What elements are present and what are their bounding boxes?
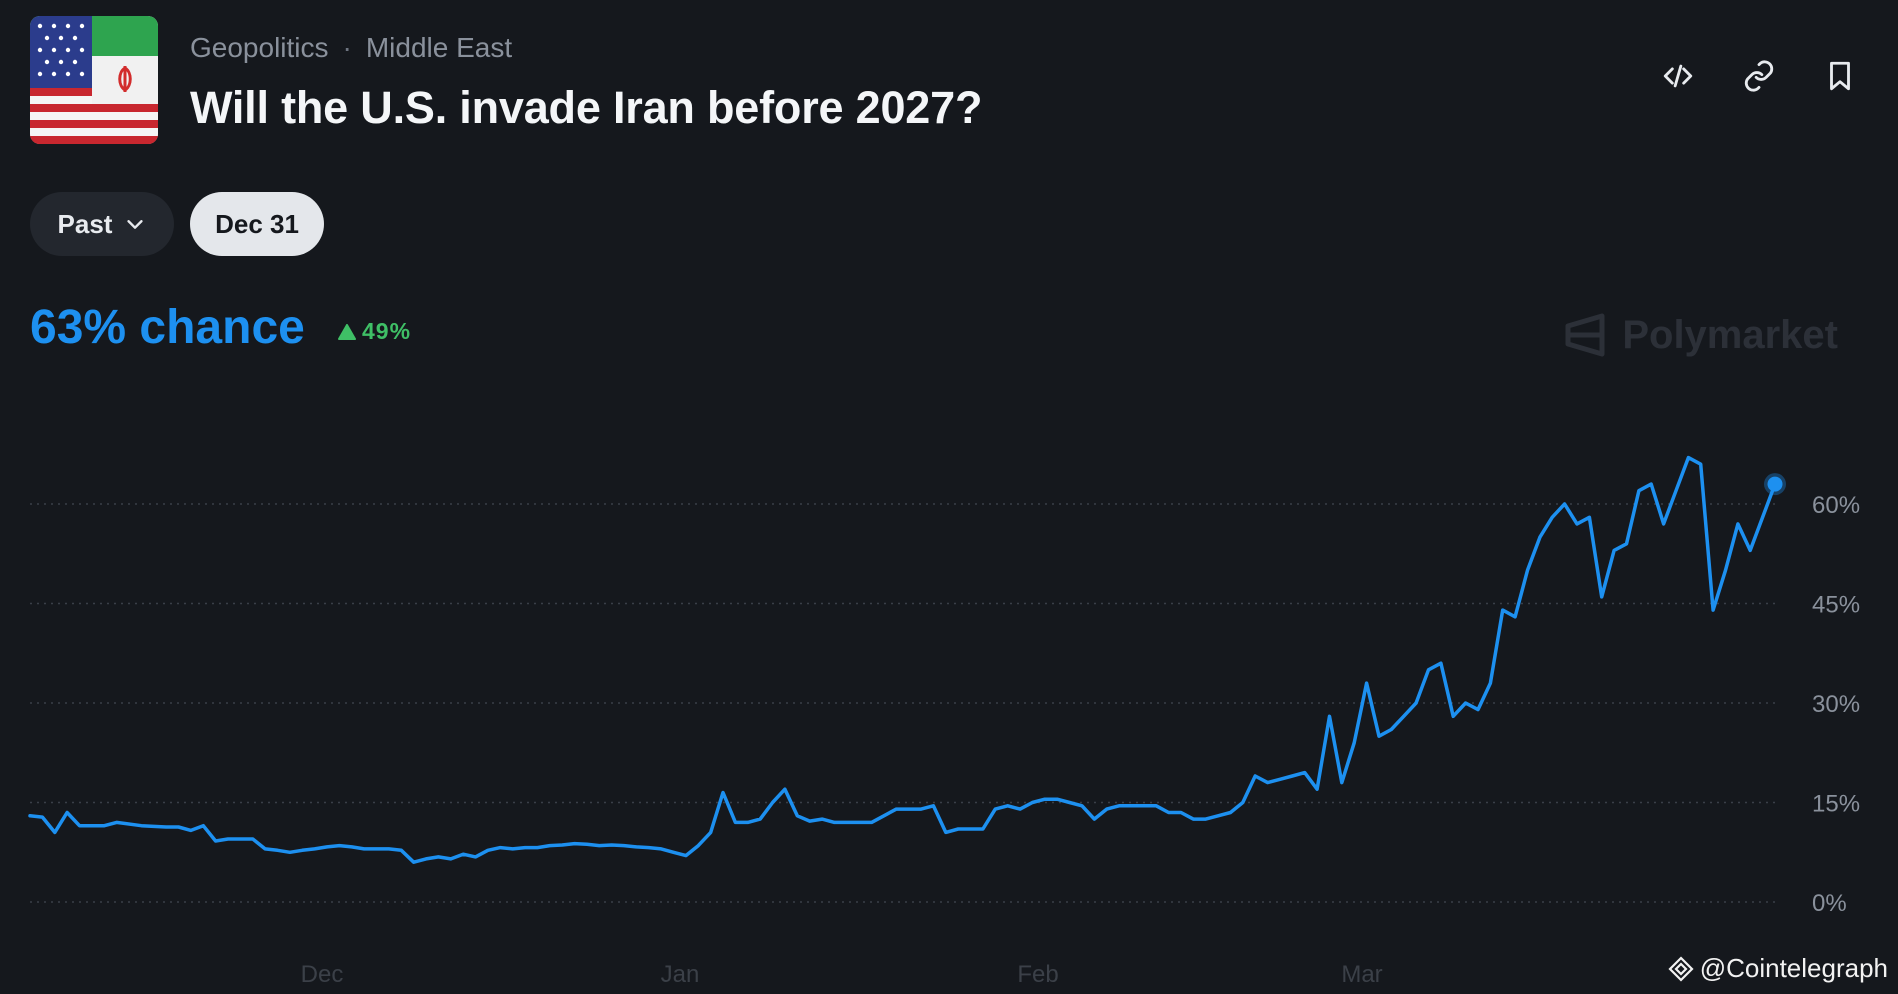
brand-name: Polymarket — [1622, 312, 1838, 357]
chart-grid — [30, 503, 1780, 903]
diamond-logo-icon — [1668, 955, 1694, 982]
x-tick-label: Jan — [661, 961, 700, 988]
watermark-text: @Cointelegraph — [1699, 953, 1888, 983]
y-tick-label: 0% — [1812, 890, 1847, 917]
chance-value: 63% chance — [30, 301, 305, 354]
x-tick-label: Feb — [1017, 961, 1058, 988]
y-axis: 0% 15% 30% 45% 60% — [1812, 492, 1860, 917]
x-axis: Dec Jan Feb Mar — [301, 961, 1383, 988]
date-option-button[interactable]: Dec 31 — [190, 192, 324, 256]
y-tick-label: 45% — [1812, 592, 1860, 619]
breadcrumb: Geopolitics · Middle East — [190, 32, 512, 64]
toolbar — [1660, 58, 1858, 94]
bookmark-icon[interactable] — [1822, 58, 1858, 94]
triangle-up-icon — [338, 323, 356, 340]
embed-code-icon[interactable] — [1660, 58, 1696, 94]
market-title: Will the U.S. invade Iran before 2027? — [190, 82, 983, 133]
breadcrumb-category[interactable]: Geopolitics — [190, 32, 329, 63]
breadcrumb-separator: · — [342, 32, 352, 63]
breadcrumb-subcategory[interactable]: Middle East — [365, 32, 513, 63]
last-point-marker[interactable] — [1767, 476, 1783, 492]
watermark: @Cointelegraph — [1668, 953, 1888, 984]
chance-change-value: 49% — [362, 318, 412, 344]
y-tick-label: 30% — [1812, 691, 1860, 718]
brand-logo: Polymarket — [1564, 312, 1838, 358]
x-tick-label: Mar — [1341, 961, 1382, 988]
chance-change: 49% — [338, 318, 411, 345]
y-tick-label: 15% — [1812, 791, 1860, 818]
polymarket-logo-icon — [1565, 313, 1605, 357]
time-range-label: Past — [57, 208, 113, 239]
y-tick-label: 60% — [1812, 492, 1860, 519]
x-tick-label: Dec — [301, 961, 344, 988]
series-line — [28, 455, 1777, 864]
link-icon[interactable] — [1741, 58, 1777, 94]
time-range-dropdown[interactable]: Past — [30, 192, 174, 256]
chevron-down-icon — [127, 220, 144, 229]
market-flag-image — [30, 16, 158, 144]
date-option-label: Dec 31 — [215, 208, 299, 239]
